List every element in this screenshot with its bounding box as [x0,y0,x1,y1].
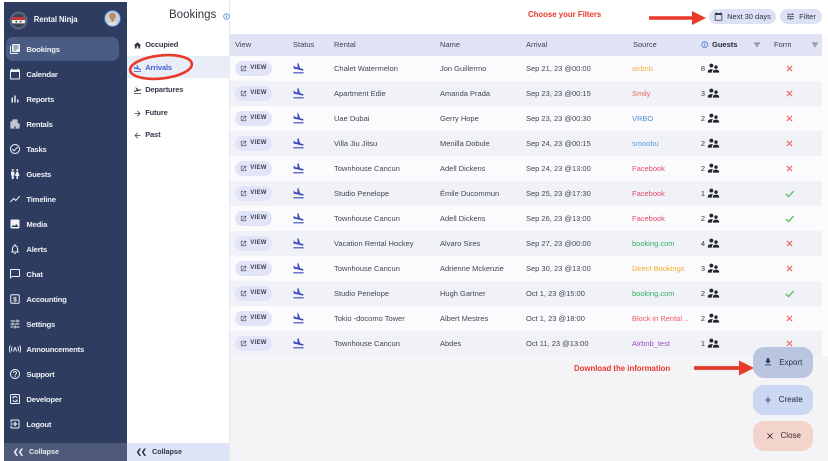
svg-text:A: A [13,346,18,353]
svg-text:$: $ [14,296,18,303]
